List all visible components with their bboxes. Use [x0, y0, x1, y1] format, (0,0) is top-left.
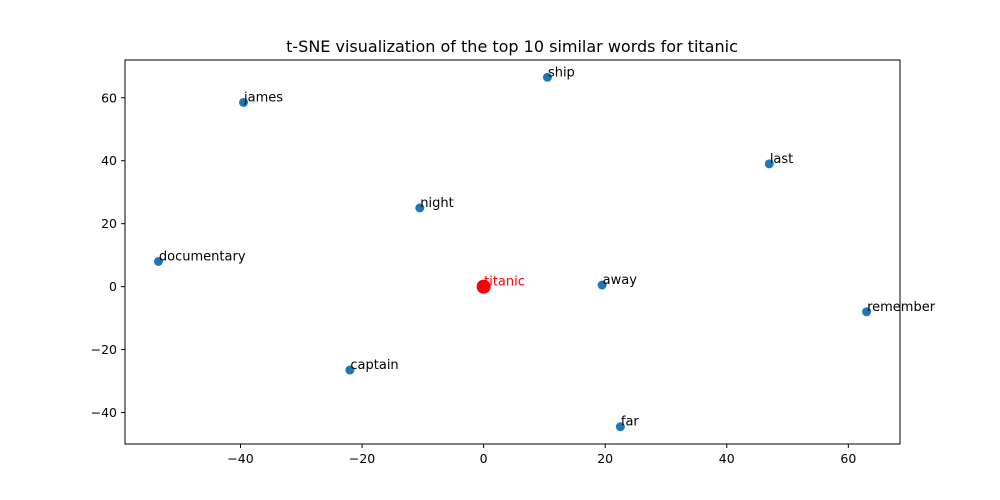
word-point	[764, 159, 774, 169]
word-point	[615, 422, 625, 432]
word-label: away	[603, 273, 638, 288]
word-label: documentary	[159, 249, 246, 264]
scatter-points: ship james last night documentary away remembe…	[153, 65, 936, 432]
x-axis: −40 −20 0 20 40 60	[227, 444, 856, 466]
word-point	[153, 256, 163, 266]
chart-title: t-SNE visualization of the top 10 simila…	[286, 37, 738, 56]
y-tick-label: 40	[101, 153, 117, 168]
word-point	[542, 72, 552, 82]
word-point	[345, 365, 355, 375]
word-label: captain	[350, 358, 398, 373]
y-tick-label: 0	[109, 279, 117, 294]
word-point	[862, 307, 872, 317]
y-tick-label: 60	[101, 90, 117, 105]
x-tick-label: −20	[349, 451, 375, 466]
word-label: last	[770, 152, 793, 167]
x-tick-label: −40	[227, 451, 253, 466]
y-tick-label: −40	[91, 405, 117, 420]
x-tick-label: 40	[719, 451, 735, 466]
target-word-point	[476, 279, 491, 294]
x-tick-label: 0	[480, 451, 488, 466]
word-label: far	[621, 415, 640, 430]
word-label: night	[420, 196, 453, 211]
x-tick-label: 20	[597, 451, 613, 466]
word-point	[415, 203, 425, 213]
word-point	[239, 97, 249, 107]
word-label: remember	[867, 300, 936, 315]
x-tick-label: 60	[840, 451, 856, 466]
word-label: ship	[548, 65, 575, 80]
y-tick-label: −20	[91, 342, 117, 357]
word-point	[597, 280, 607, 290]
word-label: james	[243, 90, 283, 105]
plot-area-frame	[124, 59, 901, 445]
y-axis: −40 −20 0 20 40 60	[91, 90, 125, 420]
y-tick-label: 20	[101, 216, 117, 231]
target-word-label: titanic	[484, 275, 525, 290]
